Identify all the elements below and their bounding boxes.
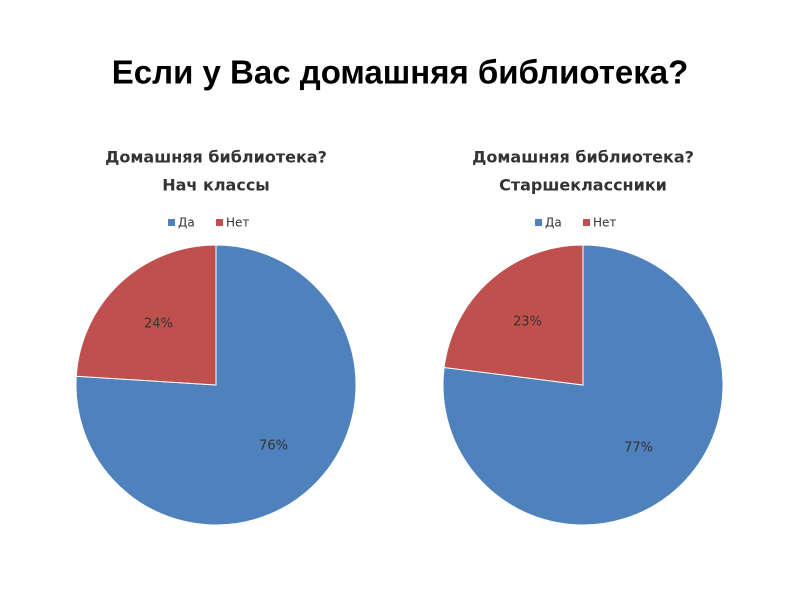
- value-label: 24%: [144, 316, 173, 331]
- pie-slice: [443, 244, 584, 386]
- legend-swatch: [535, 219, 542, 226]
- legend-label: Да: [545, 216, 562, 230]
- value-label: 76%: [259, 439, 288, 454]
- legend-swatch: [168, 219, 175, 226]
- chart-subtitle: Старшеклассники: [499, 176, 667, 195]
- value-label: 23%: [513, 314, 542, 329]
- slide-title: Если у Вас домашняя библиотека?: [112, 54, 689, 91]
- chart-subtitle: Нач классы: [162, 176, 270, 195]
- value-label: 77%: [624, 441, 653, 456]
- chart-title: Домашняя библиотека?: [472, 148, 694, 167]
- chart-title: Домашняя библиотека?: [105, 148, 327, 167]
- legend-label: Да: [178, 216, 195, 230]
- pie-slice: [75, 244, 217, 386]
- legend-swatch: [583, 219, 590, 226]
- legend-label: Нет: [593, 216, 616, 230]
- pie-slice: [442, 244, 724, 526]
- legend-swatch: [216, 219, 223, 226]
- legend-label: Нет: [226, 216, 249, 230]
- pie-slice: [75, 244, 357, 526]
